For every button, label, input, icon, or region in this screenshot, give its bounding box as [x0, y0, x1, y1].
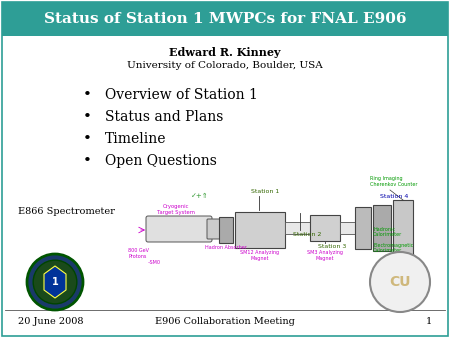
- Text: ✓+⇑: ✓+⇑: [191, 193, 209, 199]
- Text: •: •: [82, 110, 91, 124]
- Text: Electromagnetic
Calorimeter: Electromagnetic Calorimeter: [373, 243, 413, 254]
- Text: University of Colorado, Boulder, USA: University of Colorado, Boulder, USA: [127, 62, 323, 71]
- Text: •: •: [82, 88, 91, 102]
- Bar: [393, 200, 413, 255]
- Bar: [285, 222, 310, 234]
- Circle shape: [27, 254, 83, 310]
- Text: Overview of Station 1: Overview of Station 1: [105, 88, 258, 102]
- Text: Edward R. Kinney: Edward R. Kinney: [169, 47, 281, 57]
- Text: –SM0: –SM0: [148, 260, 161, 265]
- Text: Hadronic
Calorimeter: Hadronic Calorimeter: [373, 226, 402, 237]
- Text: E906 Collaboration Meeting: E906 Collaboration Meeting: [155, 317, 295, 327]
- FancyBboxPatch shape: [146, 216, 212, 242]
- Text: Status of Station 1 MWPCs for FNAL E906: Status of Station 1 MWPCs for FNAL E906: [44, 12, 406, 26]
- Text: 1: 1: [52, 277, 58, 287]
- Text: Ring Imaging
Cherenkov Counter: Ring Imaging Cherenkov Counter: [370, 176, 418, 187]
- Text: Cryogenic
Target System: Cryogenic Target System: [157, 204, 195, 215]
- Bar: [235, 212, 285, 248]
- Text: Status and Plans: Status and Plans: [105, 110, 223, 124]
- Circle shape: [370, 252, 430, 312]
- Text: Timeline: Timeline: [105, 132, 166, 146]
- Bar: [219, 217, 233, 243]
- Text: Open Questions: Open Questions: [105, 154, 217, 168]
- Text: 20 June 2008: 20 June 2008: [18, 317, 84, 327]
- Bar: [340, 222, 355, 234]
- Text: Station 3: Station 3: [318, 244, 346, 249]
- Bar: [310, 215, 340, 241]
- Bar: [373, 205, 391, 251]
- Text: CU: CU: [389, 275, 411, 289]
- Text: Station 2: Station 2: [293, 232, 321, 237]
- Polygon shape: [44, 266, 66, 298]
- Circle shape: [33, 260, 77, 304]
- Text: Hadron Absorber: Hadron Absorber: [205, 245, 247, 250]
- Bar: [2, 2, 448, 36]
- Text: 800 GeV
Protons: 800 GeV Protons: [127, 248, 148, 259]
- Text: SM3 Analyzing
Magnet: SM3 Analyzing Magnet: [307, 250, 343, 261]
- Bar: [355, 207, 371, 249]
- Text: 1: 1: [426, 317, 432, 327]
- Text: •: •: [82, 132, 91, 146]
- Text: Station 4: Station 4: [380, 194, 409, 199]
- Text: Station 1: Station 1: [251, 189, 279, 194]
- Text: E866 Spectrometer: E866 Spectrometer: [18, 208, 115, 217]
- Text: SM12 Analyzing
Magnet: SM12 Analyzing Magnet: [240, 250, 279, 261]
- FancyBboxPatch shape: [207, 219, 221, 239]
- Text: •: •: [82, 154, 91, 168]
